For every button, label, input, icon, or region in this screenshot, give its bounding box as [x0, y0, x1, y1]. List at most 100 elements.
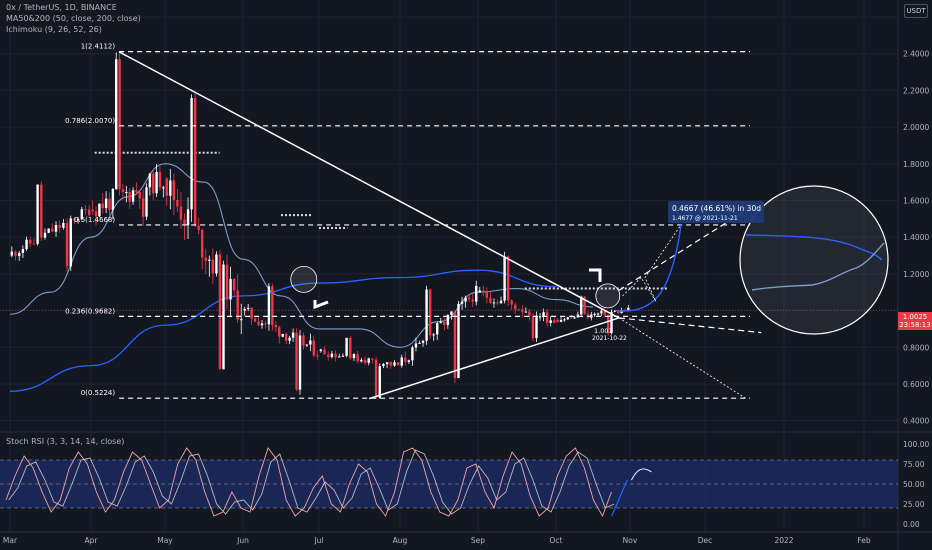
candle-body: [382, 364, 385, 367]
candle: [271, 283, 274, 331]
candle-body: [131, 190, 135, 202]
candle: [453, 311, 457, 383]
candle-body: [232, 278, 236, 291]
candle: [580, 295, 583, 316]
candle-body: [179, 206, 183, 220]
candle: [356, 350, 359, 364]
candle-body: [506, 256, 510, 301]
candle: [257, 317, 260, 327]
candle: [428, 288, 432, 340]
ma-legend[interactable]: MA50&200 (50, close, 200, close): [6, 14, 141, 23]
candle-body: [432, 334, 435, 336]
candle-body: [155, 171, 158, 194]
time-tick-label: May: [157, 536, 173, 545]
stoch-tick-label: 75.00: [903, 460, 925, 469]
candle-body: [253, 318, 257, 322]
candle: [542, 308, 545, 322]
candle-body: [531, 315, 535, 339]
candle-body: [610, 311, 613, 334]
candle: [596, 312, 600, 316]
candle-body: [271, 286, 274, 326]
candle: [418, 340, 421, 344]
candle: [443, 316, 446, 331]
candle: [576, 311, 580, 318]
currency-button[interactable]: USDT: [904, 4, 928, 18]
candle-body: [135, 190, 138, 193]
zoom-ma200: [745, 234, 883, 261]
candle-body: [499, 300, 503, 304]
candle: [506, 255, 510, 306]
ichimoku-legend[interactable]: Ichimoku (9, 26, 52, 26): [6, 25, 102, 34]
time-tick-label: Feb: [857, 536, 871, 545]
candle-body: [257, 321, 260, 326]
candle: [208, 255, 211, 277]
candle: [334, 350, 337, 362]
candle-body: [464, 297, 467, 302]
candle-body: [453, 311, 457, 379]
price-tick-label: 0.6000: [903, 380, 929, 389]
candle-body: [514, 304, 517, 310]
time-tick-label: Apr: [85, 536, 99, 545]
candle-body: [596, 313, 600, 315]
candle-body: [145, 187, 148, 217]
candle-body: [65, 223, 69, 267]
candle-body: [580, 296, 583, 315]
candle: [43, 228, 47, 240]
candle: [323, 346, 326, 355]
candle-body: [367, 358, 370, 363]
candle: [65, 218, 69, 272]
projection-curve: [615, 224, 682, 312]
candle: [345, 337, 348, 358]
candle-body: [18, 252, 21, 257]
candle: [169, 168, 172, 210]
candle: [204, 248, 207, 274]
candle-body: [43, 232, 47, 238]
candle-body: [183, 219, 186, 226]
candle: [193, 92, 197, 228]
candle: [496, 299, 499, 306]
candle: [240, 303, 243, 335]
candle: [338, 353, 341, 358]
candle: [131, 187, 135, 205]
candle: [69, 215, 72, 271]
candle-body: [542, 312, 545, 317]
candle-body: [101, 203, 104, 209]
symbol-legend[interactable]: 0x / TetherUS, 1D, BINANCE: [6, 3, 117, 12]
candle: [432, 333, 435, 341]
candle: [87, 205, 91, 217]
grid: [0, 0, 898, 532]
candle: [108, 192, 111, 215]
candle: [250, 307, 253, 326]
time-tick-label: Sep: [471, 536, 485, 545]
candle-body: [563, 319, 566, 321]
candle: [352, 353, 356, 361]
candle-body: [111, 189, 115, 210]
candle: [54, 221, 58, 237]
candle-body: [478, 290, 481, 293]
candle-body: [460, 301, 464, 304]
price-tick-label: 0.8000: [903, 343, 929, 352]
time-tick-label: Mar: [3, 536, 18, 545]
candle-body: [385, 362, 389, 365]
candle: [330, 350, 334, 359]
candle: [566, 316, 569, 320]
candle-body: [400, 357, 403, 366]
stoch-projection: [610, 479, 629, 517]
candle-body: [291, 332, 295, 338]
candle: [404, 351, 407, 366]
stoch-legend[interactable]: Stoch RSI (3, 3, 14, 14, close): [6, 437, 125, 446]
candle: [104, 191, 108, 214]
candle: [288, 335, 291, 345]
candle-body: [411, 347, 414, 361]
candle-body: [496, 302, 499, 304]
candle: [327, 351, 330, 361]
candle: [556, 318, 559, 324]
candle-body: [573, 317, 576, 319]
triangle-lower-line: [368, 317, 620, 400]
candle-body: [10, 251, 14, 256]
candle: [125, 185, 128, 203]
drawings: 0.4667 (46.61%) in 30d 1.4677 @ 2021-11-2…: [0, 51, 898, 400]
candle-body: [128, 192, 131, 202]
candle-body: [613, 310, 617, 312]
